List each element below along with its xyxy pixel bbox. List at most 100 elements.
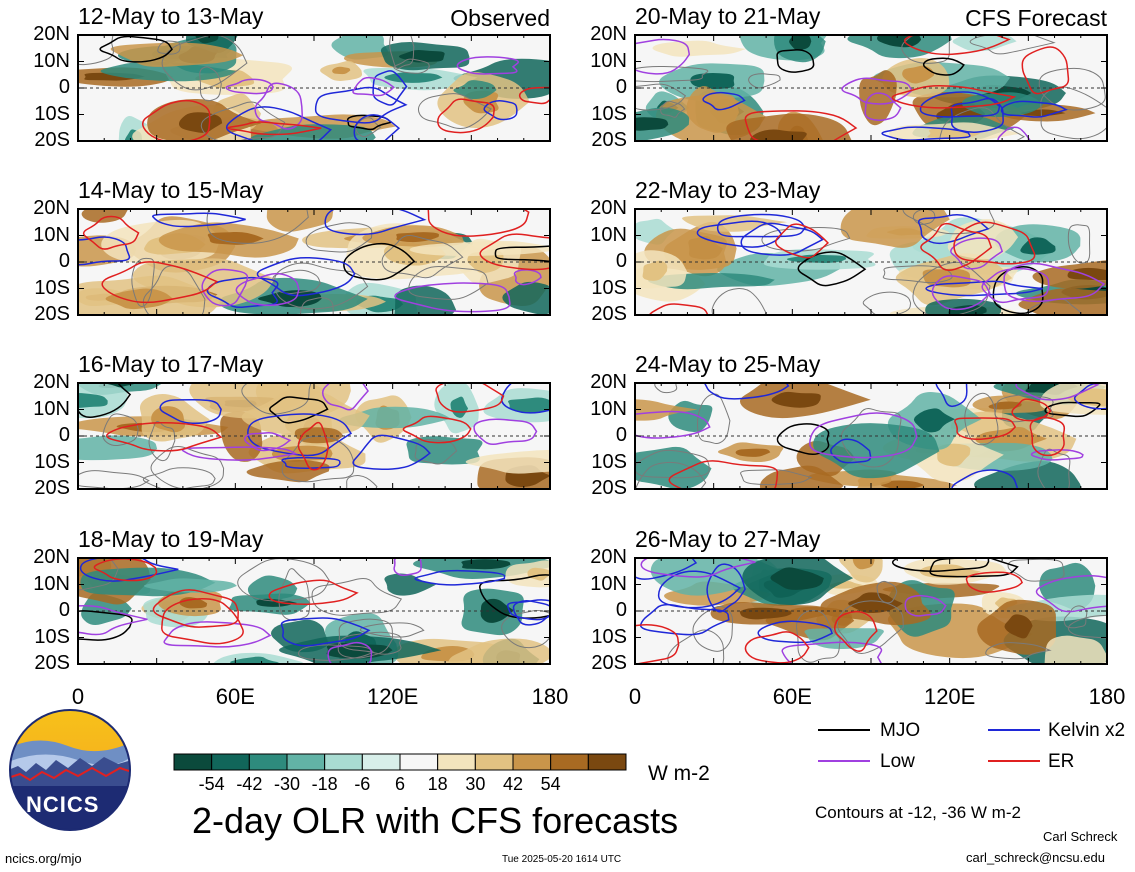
y-tick-label: 20S <box>34 303 70 325</box>
colorbar-swatch <box>324 753 363 771</box>
main-title: 2-day OLR with CFS forecasts <box>192 800 679 841</box>
panel-title: 20-May to 21-May <box>635 3 821 29</box>
timestamp: Tue 2025-05-20 1614 UTC <box>502 854 622 865</box>
colorbar-swatch <box>587 753 627 771</box>
panel-source-label: CFS Forecast <box>965 5 1107 31</box>
legend-label-mjo: MJO <box>880 720 921 741</box>
panel-title: 24-May to 25-May <box>635 351 821 377</box>
y-tick-label: 0 <box>58 424 70 446</box>
colorbar-label: -6 <box>354 774 371 794</box>
ncics-logo <box>9 709 131 831</box>
y-tick-label: 10S <box>34 450 70 473</box>
colorbar-label: -42 <box>236 774 263 794</box>
olr-map <box>634 34 1108 142</box>
y-tick-label: 0 <box>58 250 70 272</box>
author-email[interactable]: carl_schreck@ncsu.edu <box>966 850 1105 865</box>
panel-title: 16-May to 17-May <box>78 351 264 377</box>
x-tick-label: 0 <box>628 684 642 709</box>
x-tick-label: 60E <box>215 684 255 709</box>
colorbar-label: -54 <box>198 774 225 794</box>
x-tick-label: 180 <box>531 684 569 709</box>
colorbar-swatch <box>550 753 589 771</box>
y-tick-label: 20S <box>591 129 627 151</box>
colorbar-swatch <box>399 753 439 771</box>
x-tick-label: 0 <box>71 684 85 709</box>
contour-note: Contours at -12, -36 W m-2 <box>815 803 1021 822</box>
y-tick-label: 20N <box>590 371 627 393</box>
colorbar-swatch <box>173 753 213 771</box>
y-tick-label: 0 <box>615 250 627 272</box>
y-tick-label: 10N <box>590 572 627 595</box>
y-tick-label: 20N <box>33 546 70 568</box>
colorbar <box>173 753 627 771</box>
y-tick-label: 10N <box>590 49 627 72</box>
colorbar-label: 54 <box>540 774 561 794</box>
y-tick-label: 0 <box>615 76 627 98</box>
contour-legend <box>818 729 1040 762</box>
y-tick-label: 20S <box>34 477 70 499</box>
y-tick-label: 0 <box>58 599 70 621</box>
y-tick-label: 20N <box>33 371 70 393</box>
panel-title: 12-May to 13-May <box>78 3 264 29</box>
colorbar-swatch <box>248 753 288 771</box>
colorbar-units: W m-2 <box>648 762 710 785</box>
colorbar-label: 42 <box>502 774 524 794</box>
y-tick-label: 20N <box>33 197 70 219</box>
olr-map <box>77 557 551 665</box>
y-tick-label: 10S <box>34 276 70 299</box>
colorbar-label: -30 <box>273 774 300 794</box>
panel-title: 26-May to 27-May <box>635 526 821 552</box>
olr-map <box>77 208 551 316</box>
y-tick-label: 20S <box>591 303 627 325</box>
colorbar-swatch <box>211 753 250 771</box>
y-tick-label: 10S <box>34 102 70 125</box>
x-tick-label: 60E <box>772 684 812 709</box>
y-tick-label: 0 <box>58 76 70 98</box>
legend-label-er: ER <box>1048 751 1075 772</box>
y-tick-label: 10N <box>33 397 70 420</box>
logo-text: NCICS <box>26 792 100 817</box>
y-tick-label: 10S <box>591 625 627 648</box>
legend-label-low: Low <box>880 751 915 772</box>
y-tick-label: 20N <box>590 23 627 45</box>
y-tick-label: 20S <box>34 129 70 151</box>
panel-title: 22-May to 23-May <box>635 177 821 203</box>
y-tick-label: 0 <box>615 424 627 446</box>
y-tick-label: 10N <box>33 572 70 595</box>
y-tick-label: 10S <box>34 625 70 648</box>
y-tick-label: 10S <box>591 450 627 473</box>
legend-label-kelvin: Kelvin x2 <box>1048 720 1126 741</box>
y-tick-label: 10N <box>33 223 70 246</box>
colorbar-swatch <box>512 753 552 771</box>
y-tick-label: 20S <box>591 652 627 674</box>
colorbar-label: 30 <box>465 774 486 794</box>
y-tick-label: 10N <box>590 397 627 420</box>
olr-map <box>634 557 1108 665</box>
author-name: Carl Schreck <box>1043 829 1118 844</box>
colorbar-swatch <box>286 753 326 771</box>
olr-map <box>634 382 1108 490</box>
colorbar-label: -18 <box>311 774 338 794</box>
x-tick-label: 120E <box>366 684 419 709</box>
olr-map <box>634 208 1108 316</box>
colorbar-swatch <box>361 753 401 771</box>
colorbar-swatch <box>474 753 514 771</box>
panel-title: 18-May to 19-May <box>78 526 264 552</box>
x-tick-label: 120E <box>923 684 976 709</box>
y-tick-label: 10S <box>591 102 627 125</box>
colorbar-label: 6 <box>394 774 405 794</box>
x-tick-label: 180 <box>1088 684 1126 709</box>
y-tick-label: 20S <box>34 652 70 674</box>
colorbar-swatch <box>437 753 476 771</box>
y-tick-label: 20N <box>590 546 627 568</box>
panel-source-label: Observed <box>450 5 550 31</box>
y-tick-label: 10N <box>590 223 627 246</box>
site-link[interactable]: ncics.org/mjo <box>5 851 82 866</box>
olr-map <box>77 34 551 142</box>
y-tick-label: 0 <box>615 599 627 621</box>
y-tick-label: 10S <box>591 276 627 299</box>
y-tick-label: 20N <box>33 23 70 45</box>
olr-map <box>77 382 551 490</box>
y-tick-label: 20S <box>591 477 627 499</box>
panel-title: 14-May to 15-May <box>78 177 264 203</box>
